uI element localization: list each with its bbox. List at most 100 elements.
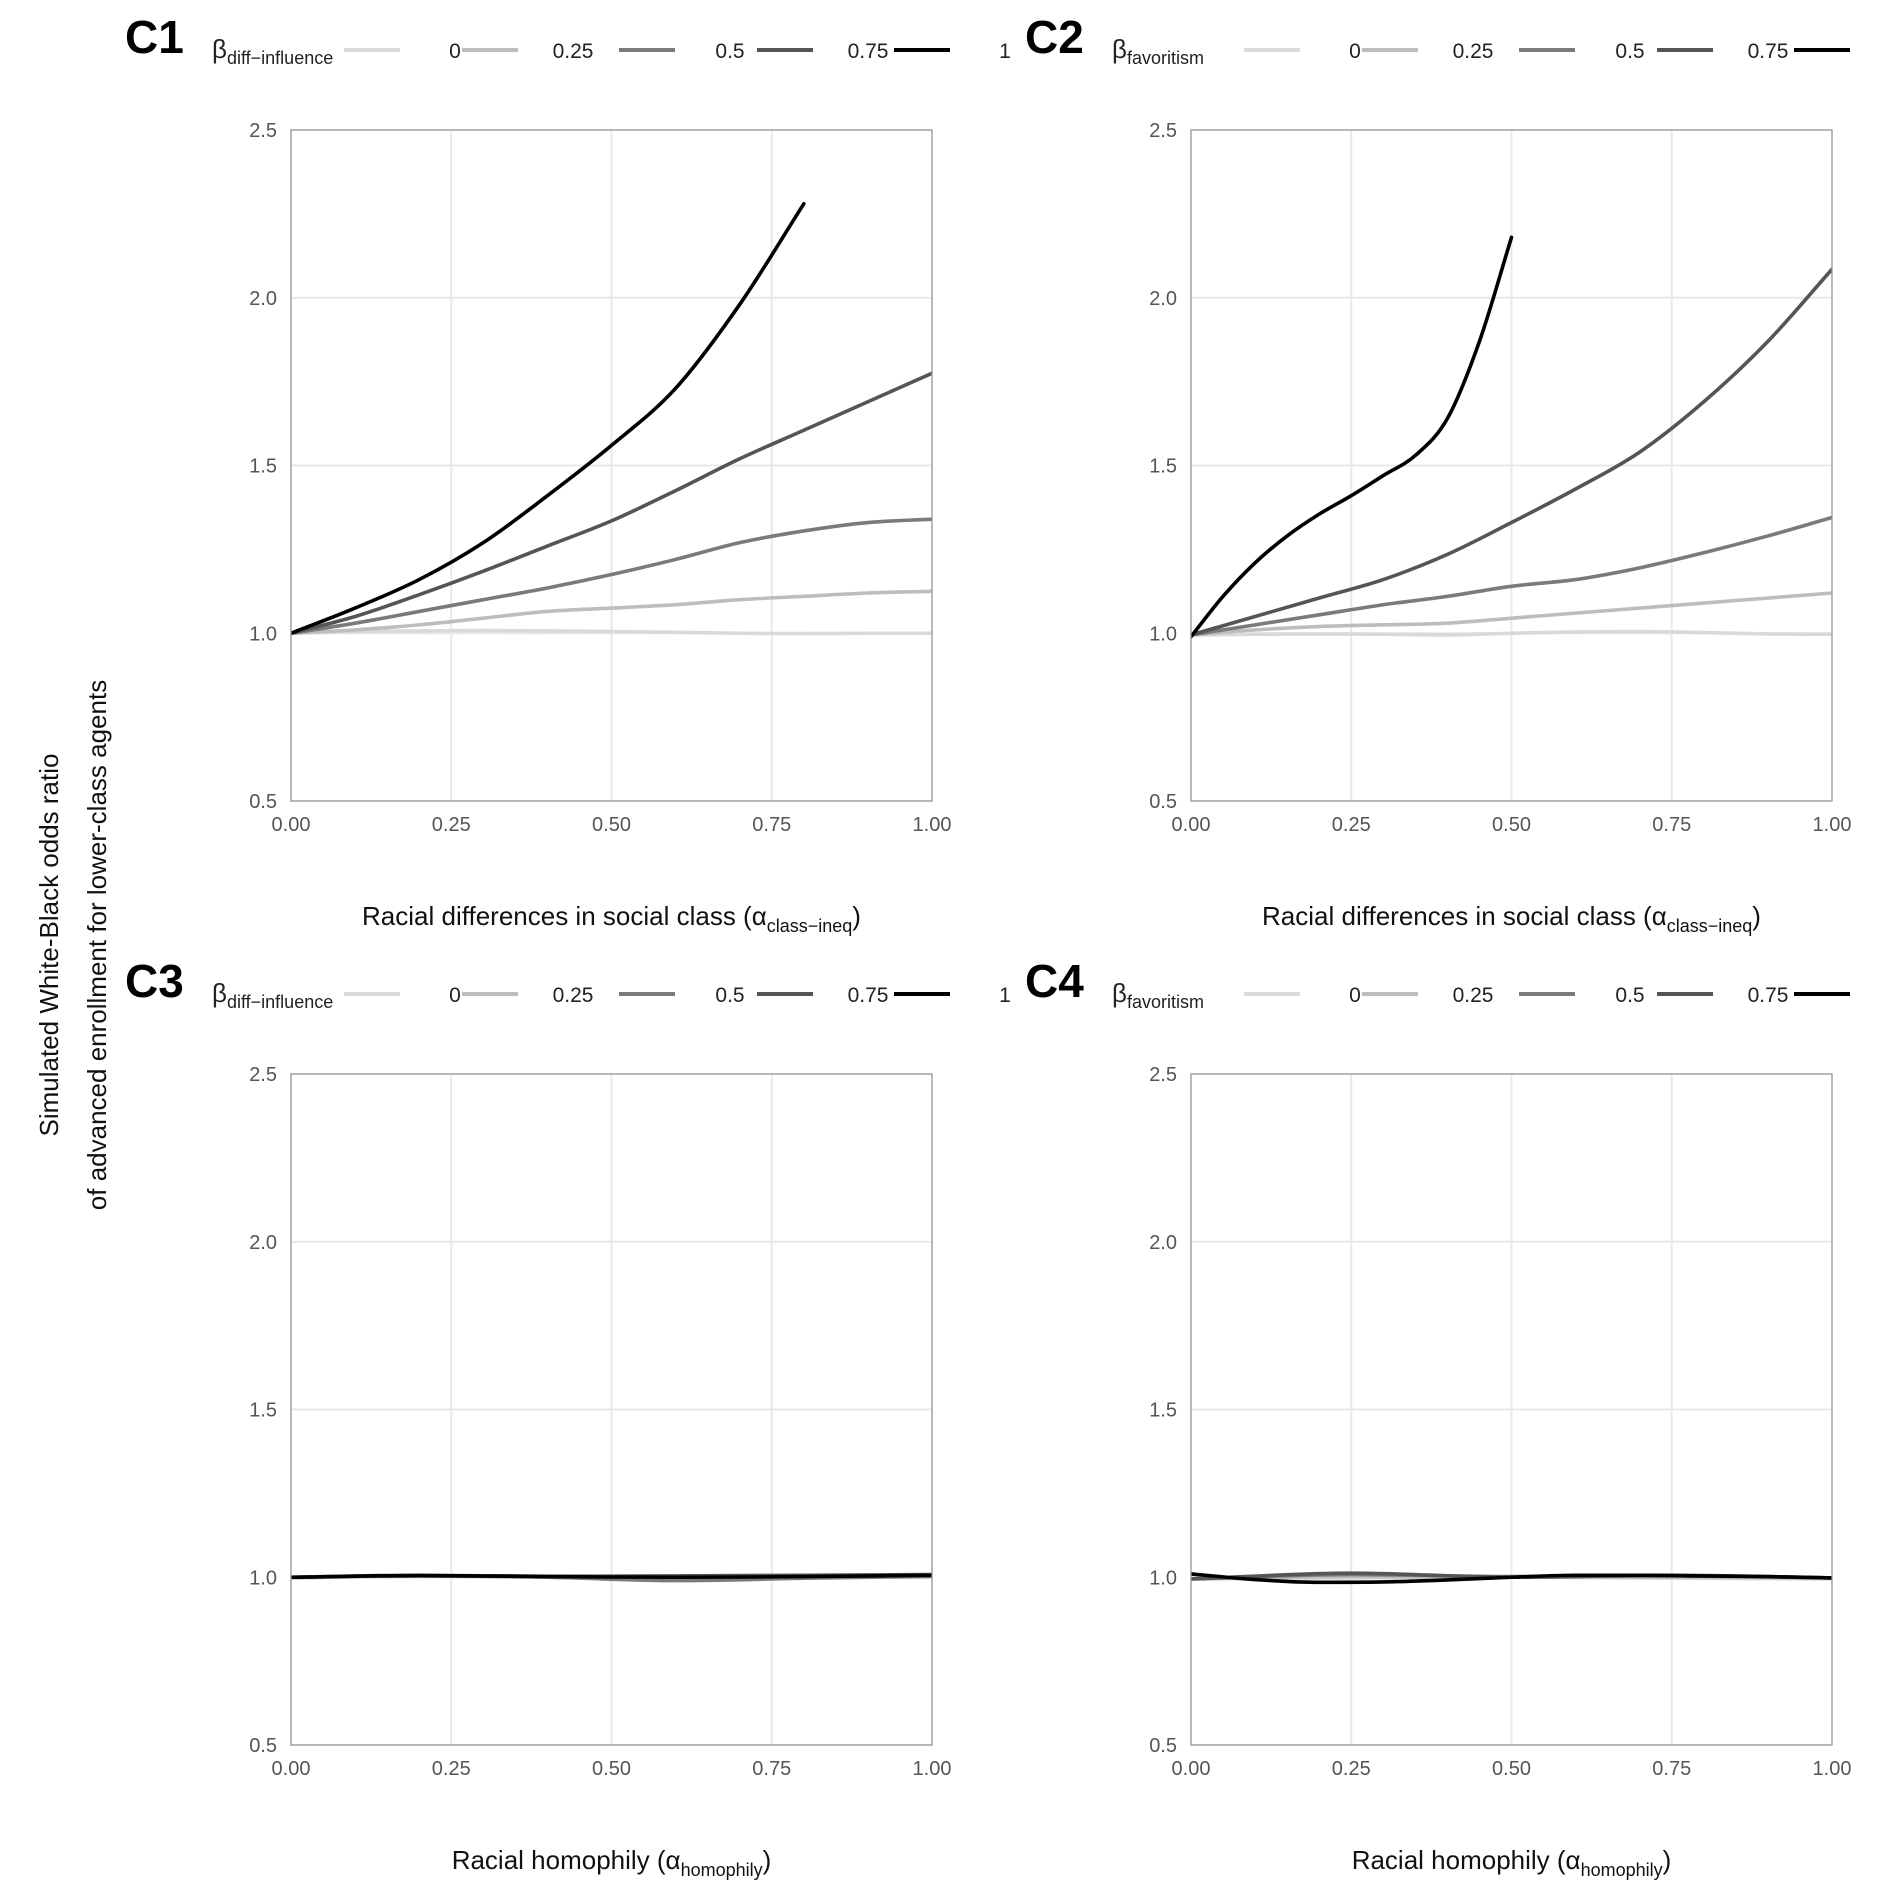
x-axis-title: Racial homophily (αhomophily) [1352,1845,1672,1880]
panel-label: C3 [125,955,184,1007]
y-tick-label: 2.5 [1149,1064,1177,1086]
x-tick-label: 0.75 [1652,1758,1691,1780]
x-axis-title-subscript: class−ineq [767,916,853,936]
x-axis-title-main: Racial differences in social class (α [362,901,767,931]
y-tick-label: 2.5 [1149,120,1177,142]
y-tick-label: 0.5 [249,791,277,813]
y-tick-label: 0.5 [249,1735,277,1757]
x-tick-label: 0.50 [592,814,631,836]
legend-label-0.75: 0.75 [848,984,889,1007]
grid [1190,1073,1833,1746]
x-tick-label: 0.50 [1492,814,1531,836]
panels: C1 βdiff−influence 0 0.25 0.5 0.75 10.00 0.25 0.… [125,11,1852,1880]
x-tick-label: 1.00 [913,1758,952,1780]
y-tick-label: 1.0 [249,1567,277,1589]
x-tick-label: 0.25 [1332,814,1371,836]
series-group [291,202,932,636]
legend-title-subscript: diff−influence [227,992,333,1012]
plot-frame [290,1073,933,1746]
legend-title-symbol: β [1112,978,1127,1008]
legend-label-0.25: 0.25 [1453,984,1494,1007]
x-axis-title: Racial differences in social class (αcla… [362,901,861,936]
series-line-0 [1191,629,1832,637]
x-axis-title-main: Racial homophily (α [452,1845,681,1875]
y-tick-label: 2.0 [249,288,277,310]
y-axis-title: Simulated White-Black odds ratio of adva… [34,680,112,1210]
legend-label-0.5: 0.5 [1615,40,1644,63]
grid [1190,129,1833,802]
y-tick-label: 0.5 [1149,1735,1177,1757]
series-line-0.75 [291,371,932,636]
panel-label: C2 [1025,11,1084,63]
legend-title-symbol: β [1112,34,1127,64]
x-tick-label: 0.25 [1332,1758,1371,1780]
series-line-1 [1191,235,1514,639]
legend-title-symbol: β [212,34,227,64]
legend-title: βdiff−influence [212,978,333,1012]
legend-label-0.5: 0.5 [1615,984,1644,1007]
series-line-0 [291,628,932,636]
legend-label-0.75: 0.75 [848,40,889,63]
x-axis-title: Racial differences in social class (αcla… [1262,901,1761,936]
x-axis-title-end: ) [763,1845,772,1875]
x-tick-label: 0.25 [432,814,471,836]
x-tick-label: 0.50 [1492,1758,1531,1780]
y-axis-title-line-2: of advanced enrollment for lower-class a… [82,680,112,1210]
series-line-1 [1191,1572,1832,1585]
x-axis-title-subscript: class−ineq [1667,916,1753,936]
x-axis-title: Racial homophily (αhomophily) [452,1845,772,1880]
x-tick-label: 1.00 [1813,1758,1852,1780]
legend-label-0: 0 [449,984,461,1007]
x-tick-label: 0.75 [1652,814,1691,836]
plot-frame [1190,129,1833,802]
legend-title: βfavoritism [1112,34,1204,68]
y-tick-label: 2.5 [249,120,277,142]
y-tick-label: 0.5 [1149,791,1177,813]
x-axis-title-end: ) [1752,901,1761,931]
legend-label-0: 0 [1349,40,1361,63]
x-axis-title-main: Racial homophily (α [1352,1845,1581,1875]
legend-label-1: 1 [999,40,1011,63]
legend-label-0.25: 0.25 [1453,40,1494,63]
x-tick-label: 0.00 [1172,1758,1211,1780]
x-axis-title-subscript: homophily [1581,1860,1663,1880]
x-tick-label: 0.25 [432,1758,471,1780]
x-tick-label: 0.00 [272,1758,311,1780]
series-group [1191,235,1832,639]
y-tick-label: 1.5 [1149,456,1177,478]
x-axis-title-end: ) [1663,1845,1672,1875]
series-line-0.5 [291,517,932,636]
y-axis-title-line-1: Simulated White-Black odds ratio [34,754,64,1137]
panel-c3: C3 βdiff−influence 0 0.25 0.5 0.75 1 0.00 0.25 0.… [125,955,1011,1880]
panel-c4: C4βfavoritism00.250.50.7510.000.250.500.… [1025,955,1852,1880]
x-axis-title-subscript: homophily [681,1860,763,1880]
panel-label: C1 [125,11,184,63]
legend-label-0.25: 0.25 [553,984,594,1007]
grid [290,129,933,802]
x-tick-label: 1.00 [913,814,952,836]
legend-label-0: 0 [1349,984,1361,1007]
y-tick-label: 2.5 [249,1064,277,1086]
y-tick-label: 1.0 [1149,623,1177,645]
legend-title: βdiff−influence [212,34,333,68]
x-tick-label: 0.00 [1172,814,1211,836]
y-tick-label: 1.5 [1149,1400,1177,1422]
legend-label-0.75: 0.75 [1748,984,1789,1007]
y-tick-label: 1.5 [249,456,277,478]
series-line-0.25 [291,589,932,636]
y-tick-label: 1.5 [249,1400,277,1422]
legend-label-1: 1 [999,984,1011,1007]
plot-frame [1190,1073,1833,1746]
series-group [291,1572,932,1583]
x-axis-title-end: ) [852,901,861,931]
series-line-1 [291,1573,932,1580]
series-line-0.75 [1191,267,1832,637]
x-tick-label: 0.00 [272,814,311,836]
x-tick-label: 1.00 [1813,814,1852,836]
series-group [1191,1571,1832,1585]
legend-label-0.5: 0.5 [715,984,744,1007]
y-tick-label: 1.0 [1149,1567,1177,1589]
panel-label: C4 [1025,955,1084,1007]
x-axis-title-main: Racial differences in social class (α [1262,901,1667,931]
